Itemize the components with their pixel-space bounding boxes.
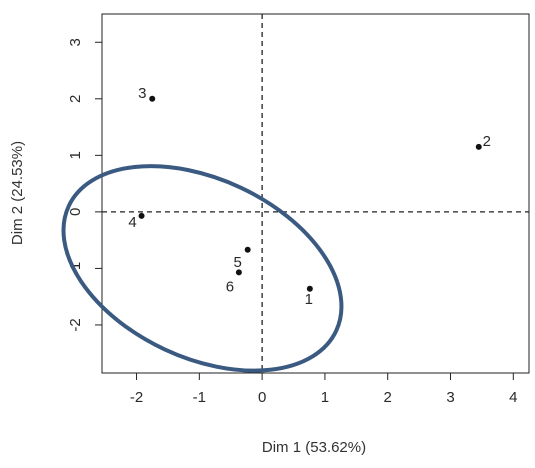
point-label-4: 4 xyxy=(128,214,136,231)
x-tick-label: 0 xyxy=(258,389,266,406)
x-axis-label: Dim 1 (53.62%) xyxy=(262,439,366,456)
x-tick-label: 2 xyxy=(384,389,392,406)
data-point-4 xyxy=(138,212,145,219)
y-tick-label: 0 xyxy=(67,208,84,216)
x-tick-label: -2 xyxy=(130,389,143,406)
x-tick-label: 3 xyxy=(446,389,454,406)
x-tick-label: 1 xyxy=(321,389,329,406)
data-point-6 xyxy=(235,269,242,276)
point-label-2: 2 xyxy=(483,133,491,150)
point-label-3: 3 xyxy=(138,85,146,102)
data-point-5 xyxy=(244,246,251,253)
point-label-1: 1 xyxy=(305,291,313,308)
data-point-3 xyxy=(149,95,156,102)
point-label-5: 5 xyxy=(234,254,242,271)
x-tick-label: 4 xyxy=(509,389,517,406)
plot-frame xyxy=(101,13,530,374)
y-tick-label: -2 xyxy=(67,318,84,331)
point-label-6: 6 xyxy=(226,278,234,295)
y-tick-label: 3 xyxy=(67,38,84,46)
y-axis-label: Dim 2 (24.53%) xyxy=(9,141,26,245)
data-point-1 xyxy=(306,285,313,292)
x-tick-label: -1 xyxy=(193,389,206,406)
y-tick-label: 2 xyxy=(67,95,84,103)
highlight-ellipse xyxy=(61,164,344,373)
data-point-2 xyxy=(475,143,482,150)
y-tick-label: 1 xyxy=(67,151,84,159)
